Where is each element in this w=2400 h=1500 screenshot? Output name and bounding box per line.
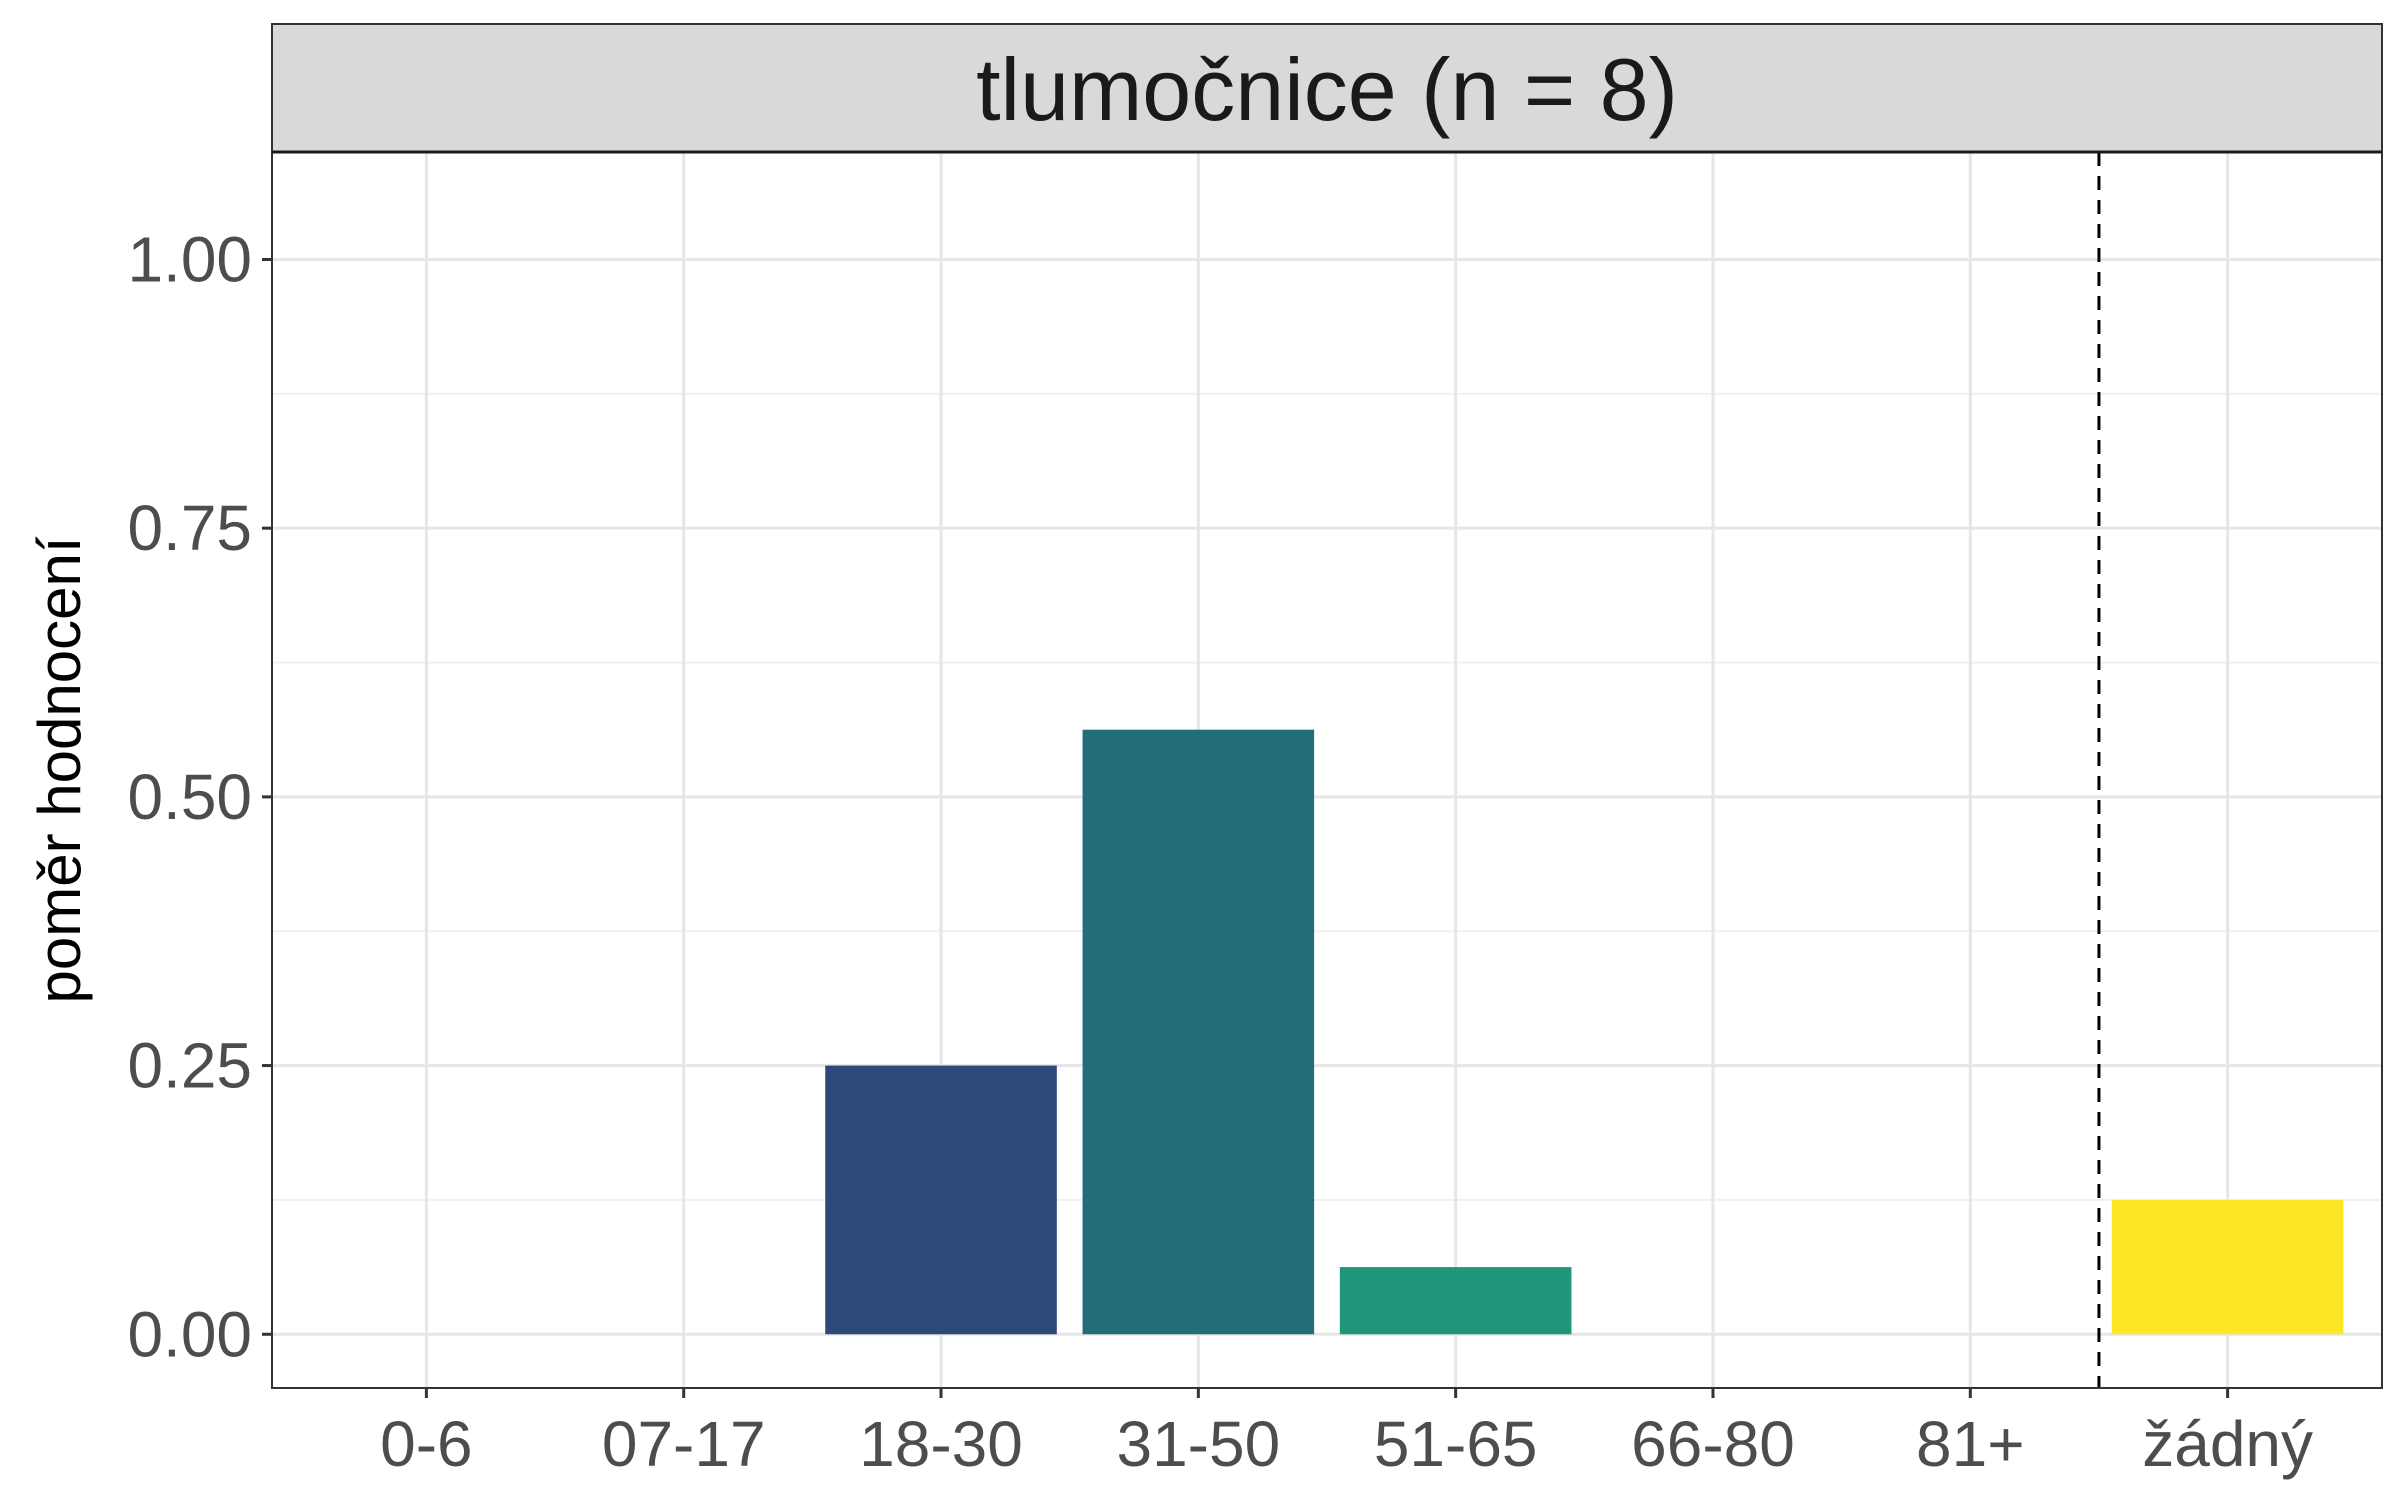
x-tick-label: 0-6: [380, 1408, 473, 1480]
y-tick-label: 0.50: [127, 761, 252, 833]
y-tick-label: 0.00: [127, 1298, 252, 1370]
plot-panel: [272, 152, 2382, 1388]
y-axis-title: poměr hodnocení: [26, 536, 93, 1003]
bar-51-65: [1339, 1267, 1572, 1335]
bars: [825, 729, 2344, 1335]
x-tick-label: 31-50: [1116, 1408, 1280, 1480]
y-tick-label: 1.00: [127, 223, 252, 295]
facet-strip: [271, 23, 2383, 153]
x-tick-label: 81+: [1916, 1408, 2025, 1480]
x-tick-label: 18-30: [859, 1408, 1023, 1480]
x-axis: 0-6 07-17 18-30 31-50 51-65 66-80 81+ žádný: [380, 1388, 2313, 1480]
y-tick-label: 0.25: [127, 1030, 252, 1102]
y-axis: 0.00 0.25 0.50 0.75 1.00: [127, 223, 272, 1370]
bar-31-50: [1082, 729, 1315, 1335]
x-tick-label: 51-65: [1374, 1408, 1538, 1480]
y-tick-label: 0.75: [127, 492, 252, 564]
facet-title: tlumočnice (n = 8): [976, 40, 1678, 139]
bar-18-30: [825, 1065, 1057, 1335]
x-tick-label: 07-17: [602, 1408, 766, 1480]
bar-žádný: [2111, 1199, 2344, 1335]
x-tick-label: 66-80: [1631, 1408, 1795, 1480]
x-tick-label: žádný: [2142, 1408, 2313, 1480]
